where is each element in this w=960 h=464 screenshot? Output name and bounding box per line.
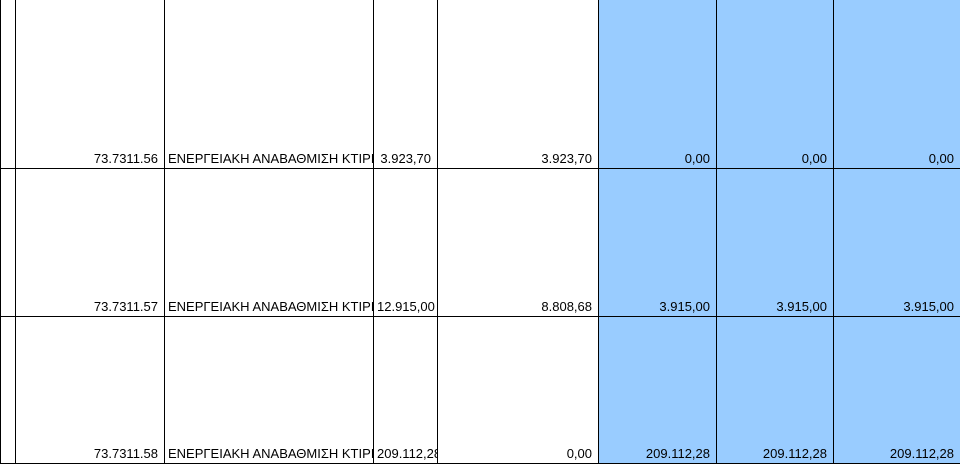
value-cell-1[interactable]: 209.112,28: [374, 317, 438, 464]
value-cell-5[interactable]: 3.915,00: [834, 169, 960, 317]
row-gutter-cell[interactable]: [1, 317, 16, 464]
value-cell-2[interactable]: 3.923,70: [438, 0, 599, 169]
value-cell-1[interactable]: 3.923,70: [374, 0, 438, 169]
value-cell-4[interactable]: 0,00: [717, 0, 834, 169]
description-cell[interactable]: ΕΝΕΡΓΕΙΑΚΗ ΑΝΑΒΑΘΜΙΣΗ ΚΤΙΡΙΟΥ ΓΥΜΝΑΣΙΟΥ-…: [165, 317, 374, 464]
table-row: 73.7311.58 ΕΝΕΡΓΕΙΑΚΗ ΑΝΑΒΑΘΜΙΣΗ ΚΤΙΡΙΟΥ…: [1, 317, 960, 464]
value-cell-5[interactable]: 209.112,28: [834, 317, 960, 464]
value-cell-3[interactable]: 0,00: [599, 0, 717, 169]
value-cell-4[interactable]: 209.112,28: [717, 317, 834, 464]
value-cell-3[interactable]: 3.915,00: [599, 169, 717, 317]
value-cell-1[interactable]: 12.915,00: [374, 169, 438, 317]
row-gutter-cell[interactable]: [1, 169, 16, 317]
description-cell[interactable]: ΕΝΕΡΓΕΙΑΚΗ ΑΝΑΒΑΘΜΙΣΗ ΚΤΙΡΙΟΥ ΓΥΜΝΑΣΙΟΥ-…: [165, 169, 374, 317]
value-cell-2[interactable]: 8.808,68: [438, 169, 599, 317]
value-cell-3[interactable]: 209.112,28: [599, 317, 717, 464]
value-cell-2[interactable]: 0,00: [438, 317, 599, 464]
table-row: 73.7311.56 ΕΝΕΡΓΕΙΑΚΗ ΑΝΑΒΑΘΜΙΣΗ ΚΤΙΡΙΟΥ…: [1, 0, 960, 169]
code-cell[interactable]: 73.7311.57: [16, 169, 165, 317]
description-cell[interactable]: ΕΝΕΡΓΕΙΑΚΗ ΑΝΑΒΑΘΜΙΣΗ ΚΤΙΡΙΟΥ ΓΥΜΝΑΣΙΟΥ-…: [165, 0, 374, 169]
code-cell[interactable]: 73.7311.56: [16, 0, 165, 169]
code-cell[interactable]: 73.7311.58: [16, 317, 165, 464]
value-cell-5[interactable]: 0,00: [834, 0, 960, 169]
table-row: 73.7311.57 ΕΝΕΡΓΕΙΑΚΗ ΑΝΑΒΑΘΜΙΣΗ ΚΤΙΡΙΟΥ…: [1, 169, 960, 317]
row-gutter-cell[interactable]: [1, 0, 16, 169]
value-cell-4[interactable]: 3.915,00: [717, 169, 834, 317]
